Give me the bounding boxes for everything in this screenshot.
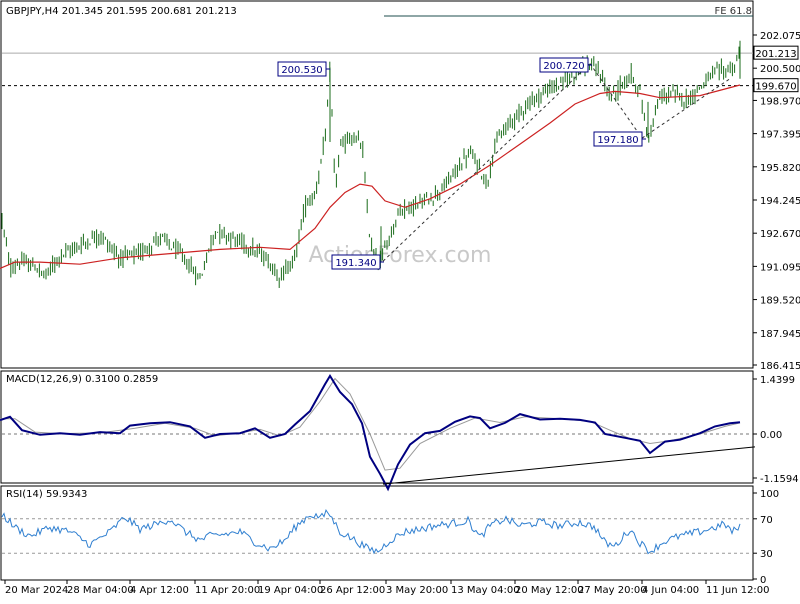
price-y-tick-label: 198.970 [760,96,800,107]
macd-signal-line [0,377,741,471]
fe-label: FE 61.8 [714,6,752,17]
rsi-line [1,508,741,555]
annotation-high-1-label: 200.530 [281,65,322,76]
rsi-pane-frame [0,485,754,581]
annotation-high-2-box [539,57,589,73]
price-y-tick-label: 194.245 [760,196,800,207]
x-tick-label: 20 Mar 2024 [5,585,68,596]
macd-pane [0,373,756,492]
price-y-tick-label: 197.395 [760,130,800,141]
price-y-tick-label: 192.670 [760,229,800,240]
annotation-low-1-label: 191.340 [335,258,376,269]
axes: 202.075 200.500 198.970 197.395 195.820 194.2… [4,31,800,596]
x-tick-label: 11 Jun 12:00 [706,585,770,596]
price-y-tick-label: 189.520 [760,296,800,307]
rsi-y-tick-label: 30 [760,549,773,560]
macd-pane-frame [0,370,754,484]
rsi-title: RSI(14) 59.9343 [6,489,87,500]
x-tick-label: 13 May 04:00 [451,585,520,596]
annotation-low-2-label: 197.180 [597,135,638,146]
price-tag-current-box [753,45,799,60]
rsi-pane [1,508,753,555]
macd-title: MACD(12,26,9) 0.3100 0.2859 [6,374,158,385]
price-tag-current-label: 201.213 [755,49,796,60]
x-tick-label: 4 Apr 12:00 [130,585,189,596]
x-tick-label: 3 May 20:00 [386,585,448,596]
price-y-tick-label: 200.500 [760,64,800,75]
macd-y-tick-label: -1.1594 [760,474,799,485]
price-y-tick-label: 187.945 [760,329,800,340]
price-tag-support-box [753,78,799,93]
rsi-y-tick-label: 0 [760,575,766,586]
x-tick-label: 27 May 20:00 [578,585,647,596]
price-pane-frame [0,0,754,369]
price-y-tick-label: 195.820 [760,163,800,174]
moving-average-line [0,84,741,269]
x-tick-label: 11 Apr 20:00 [195,585,260,596]
rsi-y-tick-label: 70 [760,515,773,526]
x-tick-label: 4 Jun 04:00 [642,585,699,596]
annotation-high-1-box [277,61,327,77]
macd-trendline [382,446,756,485]
symbol-title: GBPJPY,H4 201.345 201.595 200.681 201.21… [6,6,237,17]
macd-y-tick-label: 0.00 [760,430,782,441]
macd-line [0,373,741,492]
price-y-tick-label: 191.095 [760,262,800,273]
annotation-low-2-box [593,131,643,147]
price-y-tick-label: 202.075 [760,31,800,42]
price-y-tick-label: 186.415 [760,361,800,372]
price-tag-support-label: 199.670 [755,82,796,93]
x-tick-label: 26 Apr 12:00 [320,585,385,596]
macd-y-tick-label: 1.4399 [760,375,795,386]
price-pane: 200.530 191.340 200.720 197.180 [0,40,753,288]
x-tick-label: 20 May 12:00 [515,585,584,596]
annotation-low-1-box [331,254,381,270]
x-tick-label: 28 Mar 04:00 [67,585,134,596]
annotation-high-2-label: 200.720 [543,61,584,72]
x-tick-label: 19 Apr 04:00 [258,585,323,596]
rsi-y-tick-label: 100 [760,489,779,500]
